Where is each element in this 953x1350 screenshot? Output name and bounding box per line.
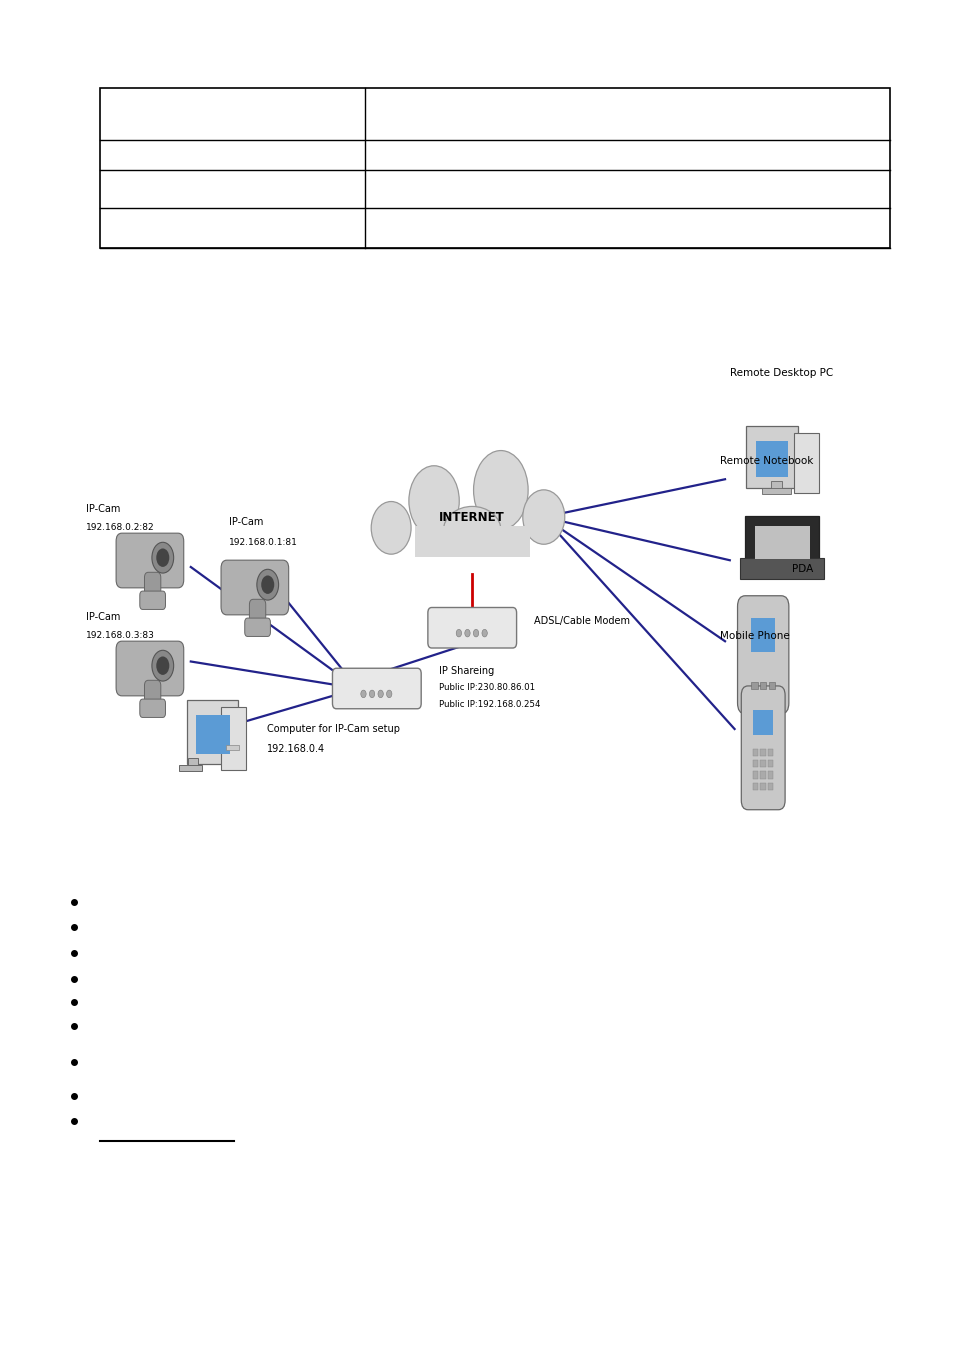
Bar — [760, 783, 765, 790]
Bar — [750, 618, 775, 652]
Text: Public IP:192.168.0.254: Public IP:192.168.0.254 — [438, 701, 539, 709]
Ellipse shape — [371, 502, 411, 555]
FancyBboxPatch shape — [187, 701, 238, 764]
Ellipse shape — [443, 506, 500, 555]
FancyBboxPatch shape — [140, 591, 165, 609]
Text: 192.168.0.3:83: 192.168.0.3:83 — [86, 632, 154, 640]
FancyBboxPatch shape — [221, 560, 289, 614]
Text: Mobile Phone: Mobile Phone — [720, 632, 789, 641]
Ellipse shape — [473, 451, 528, 529]
Bar — [752, 783, 758, 790]
FancyBboxPatch shape — [745, 425, 797, 489]
Circle shape — [152, 651, 173, 680]
Bar — [752, 760, 758, 767]
Text: Remote Notebook: Remote Notebook — [720, 456, 813, 466]
FancyBboxPatch shape — [740, 686, 784, 810]
Circle shape — [481, 629, 487, 637]
Bar — [760, 487, 791, 494]
FancyBboxPatch shape — [144, 680, 161, 710]
Bar — [179, 764, 202, 771]
Circle shape — [473, 629, 478, 637]
Bar — [767, 749, 772, 756]
Bar — [414, 525, 529, 556]
Bar — [100, 88, 889, 248]
Bar — [760, 682, 765, 688]
Bar — [189, 759, 197, 765]
Bar — [195, 714, 230, 753]
Bar — [760, 749, 765, 756]
Text: ADSL/Cable Modem: ADSL/Cable Modem — [534, 616, 630, 626]
Text: Computer for IP-Cam setup: Computer for IP-Cam setup — [267, 724, 399, 734]
Circle shape — [360, 690, 366, 698]
Text: Remote Desktop PC: Remote Desktop PC — [729, 369, 832, 378]
Bar — [752, 749, 758, 756]
Ellipse shape — [409, 466, 458, 536]
Circle shape — [261, 575, 274, 594]
FancyBboxPatch shape — [140, 699, 165, 717]
Circle shape — [386, 690, 392, 698]
Text: 192.168.0.2:82: 192.168.0.2:82 — [86, 524, 154, 532]
Circle shape — [369, 690, 375, 698]
Circle shape — [156, 656, 169, 675]
Circle shape — [377, 690, 383, 698]
Bar — [750, 682, 757, 688]
FancyBboxPatch shape — [737, 595, 788, 714]
Bar — [767, 783, 772, 790]
Bar — [755, 441, 787, 477]
Ellipse shape — [522, 490, 564, 544]
FancyBboxPatch shape — [116, 533, 184, 587]
FancyBboxPatch shape — [245, 618, 270, 636]
FancyBboxPatch shape — [427, 608, 516, 648]
FancyBboxPatch shape — [221, 707, 246, 769]
FancyBboxPatch shape — [740, 558, 823, 579]
Bar — [760, 771, 765, 779]
Bar — [767, 771, 772, 779]
Bar — [760, 760, 765, 767]
Bar — [753, 710, 772, 734]
Text: IP-Cam: IP-Cam — [86, 612, 120, 622]
Bar — [754, 526, 809, 559]
Text: IP Shareing: IP Shareing — [438, 666, 494, 676]
Text: INTERNET: INTERNET — [439, 510, 504, 524]
Text: 192.168.0.1:81: 192.168.0.1:81 — [229, 539, 297, 547]
Text: Public IP:230.80.86.01: Public IP:230.80.86.01 — [438, 683, 535, 691]
FancyBboxPatch shape — [744, 516, 819, 568]
Circle shape — [464, 629, 470, 637]
Text: IP-Cam: IP-Cam — [229, 517, 263, 528]
Text: PDA: PDA — [791, 564, 812, 574]
Bar — [768, 682, 775, 688]
Bar — [767, 760, 772, 767]
FancyBboxPatch shape — [333, 668, 421, 709]
Circle shape — [152, 543, 173, 574]
Bar — [770, 482, 781, 489]
Circle shape — [156, 548, 169, 567]
Bar — [752, 771, 758, 779]
FancyBboxPatch shape — [793, 433, 819, 493]
Text: 192.168.0.4: 192.168.0.4 — [267, 744, 325, 755]
Bar — [226, 745, 239, 749]
FancyBboxPatch shape — [116, 641, 184, 695]
Circle shape — [456, 629, 461, 637]
Text: IP-Cam: IP-Cam — [86, 504, 120, 514]
Circle shape — [256, 570, 278, 599]
FancyBboxPatch shape — [249, 599, 266, 629]
FancyBboxPatch shape — [144, 572, 161, 602]
